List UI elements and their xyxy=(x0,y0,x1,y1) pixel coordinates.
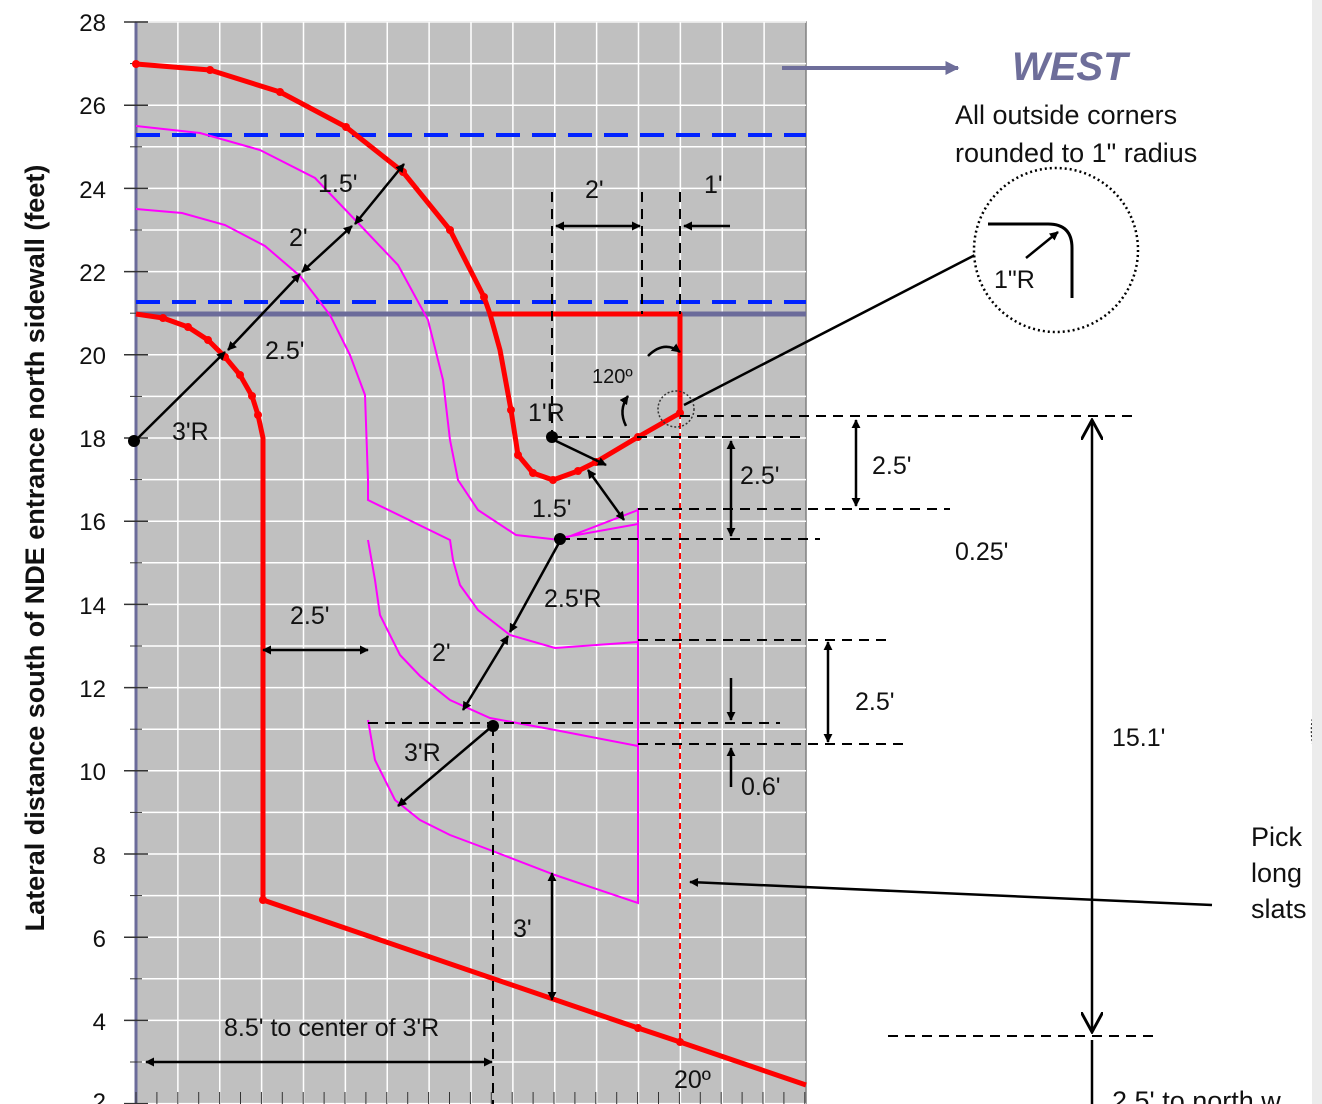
y-tick-label: 10 xyxy=(79,759,106,786)
dim-label-120-degrees: 120º xyxy=(592,366,633,388)
slat-curves xyxy=(135,125,639,905)
y-tick-label: 24 xyxy=(79,177,106,204)
dim-label-1-5-top: 1.5' xyxy=(318,170,358,198)
y-tick-label: 16 xyxy=(79,509,106,536)
dim-label-3R: 3'R xyxy=(172,418,209,446)
y-tick-label: 12 xyxy=(79,676,106,703)
inset-radius-label: 1"R xyxy=(994,266,1035,294)
dim-label-2-5-mid: 2.5' xyxy=(290,602,330,630)
y-tick-label: 20 xyxy=(79,343,106,370)
dimension-labels: 1.5' 2' 2.5' 3'R 2' 1' 120º 1'R 1.5' 2.5… xyxy=(172,170,1165,1094)
slat-curve-middle xyxy=(135,208,639,650)
y-tick-label: 28 xyxy=(79,10,106,37)
dim-label-0-6: 0.6' xyxy=(741,773,781,801)
slat-curve-inner xyxy=(367,539,639,748)
dim-label-0-25: 0.25' xyxy=(955,538,1008,566)
slat-curve-lower xyxy=(367,719,639,905)
y-tick-label: 18 xyxy=(79,426,106,453)
pick-note-line-3: slats xyxy=(1251,894,1307,924)
pick-note-line-2: long xyxy=(1251,858,1302,888)
dim-label-2-5R: 2.5'R xyxy=(544,585,602,613)
dim-label-20-degrees: 20º xyxy=(674,1066,711,1094)
dashed-guides xyxy=(368,192,1160,1104)
corner-radius-inset: 1"R xyxy=(972,166,1140,334)
y-tick-label: 22 xyxy=(79,260,106,287)
pick-note-line-1: Pick xyxy=(1251,822,1303,852)
dim-label-2-5-right-a: 2.5' xyxy=(740,462,780,490)
dim-label-3-vertical: 3' xyxy=(513,915,532,943)
scrollbar-track[interactable] xyxy=(1312,0,1322,1104)
y-tick-label: 26 xyxy=(79,93,106,120)
dim-label-1-horizontal: 1' xyxy=(704,171,723,199)
y-axis-title: Lateral distance south of NDE entrance n… xyxy=(20,165,50,932)
radius-centers xyxy=(128,431,566,732)
dim-label-2-5-top: 2.5' xyxy=(265,337,305,365)
dim-label-2-5-right-c: 2.5' xyxy=(855,688,895,716)
west-label: WEST xyxy=(1012,45,1131,89)
dim-label-1-5-mid: 1.5' xyxy=(532,495,572,523)
y-tick-label: 2 xyxy=(93,1089,106,1104)
dimension-arrows xyxy=(137,163,1213,1104)
slat-curve-outer xyxy=(135,125,639,542)
dim-label-2-horizontal: 2' xyxy=(585,176,604,204)
y-tick-label: 4 xyxy=(93,1009,106,1036)
dim-label-8-5: 8.5' to center of 3'R xyxy=(224,1014,439,1042)
bottom-note: 2.5' to north w xyxy=(1112,1086,1281,1104)
corner-note-line-2: rounded to 1" radius xyxy=(955,138,1197,168)
corner-detail-marker xyxy=(657,390,695,428)
dim-label-15-1: 15.1' xyxy=(1112,724,1165,752)
dim-label-2-5-right-b: 2.5' xyxy=(872,452,912,480)
corner-note-line-1: All outside corners xyxy=(955,100,1177,130)
y-tick-labels: 28 26 24 22 20 18 16 14 12 10 8 6 4 2 xyxy=(79,10,106,1104)
y-tick-label: 6 xyxy=(93,926,106,953)
y-tick-label: 8 xyxy=(93,843,106,870)
dim-label-1R: 1'R xyxy=(528,399,565,427)
dim-label-3R-lower: 3'R xyxy=(404,739,441,767)
y-tick-label: 14 xyxy=(79,593,106,620)
dim-label-2-top: 2' xyxy=(289,224,308,252)
dim-label-2-mid: 2' xyxy=(432,639,451,667)
